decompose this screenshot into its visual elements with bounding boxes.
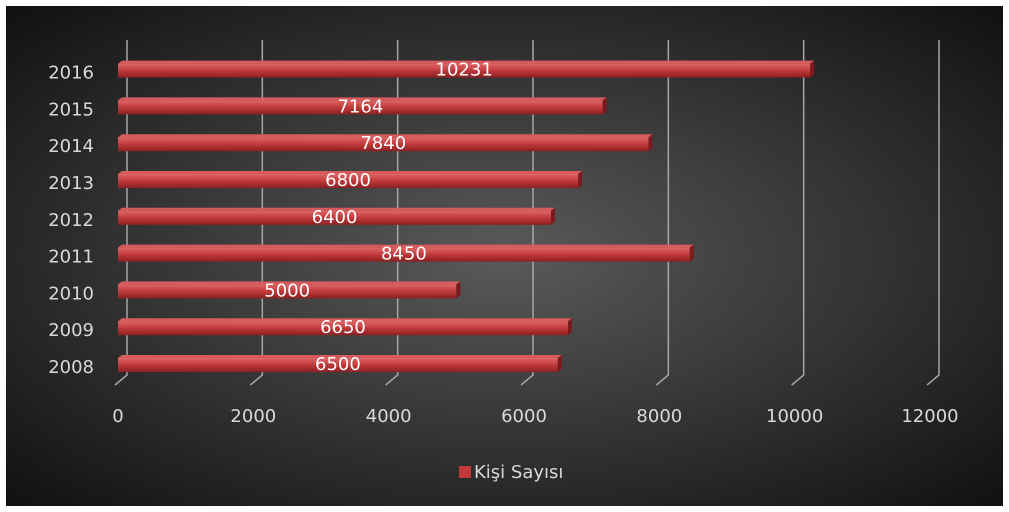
value-label: 6650	[320, 317, 366, 338]
legend-label: Kişi Sayısı	[474, 462, 563, 483]
x-tick-label: 8000	[636, 406, 682, 427]
bar-side	[689, 244, 694, 262]
y-tick-label: 2014	[48, 136, 94, 157]
bar	[118, 100, 603, 115]
value-label: 8450	[381, 244, 427, 265]
legend-swatch	[459, 466, 471, 478]
bar-side	[578, 171, 583, 188]
grid-line	[385, 40, 399, 386]
bar-top	[118, 244, 694, 248]
bar-top	[118, 97, 607, 101]
bar	[118, 63, 811, 78]
bar	[118, 284, 457, 299]
grid-line	[655, 40, 670, 386]
bar	[118, 174, 579, 188]
bar-top	[118, 355, 562, 358]
bar	[118, 210, 552, 225]
x-tick-label: 6000	[501, 406, 547, 427]
bar-side	[456, 281, 461, 299]
bar-top	[118, 318, 572, 322]
y-tick-label: 2015	[48, 99, 94, 120]
y-tick-label: 2016	[48, 63, 94, 84]
y-tick-label: 2013	[48, 173, 94, 194]
y-tick-label: 2010	[48, 283, 94, 304]
bar	[118, 321, 568, 336]
grid-line	[114, 40, 128, 386]
value-label: 7164	[337, 96, 383, 117]
y-tick-label: 2011	[48, 247, 94, 268]
grid-line	[249, 40, 264, 386]
x-tick-label: 2000	[230, 406, 276, 427]
bar-side	[810, 60, 815, 78]
grid-line	[520, 40, 534, 386]
bar-top	[118, 171, 583, 174]
value-label: 6800	[325, 170, 371, 191]
y-tick-label: 2009	[48, 320, 94, 341]
value-label: 10231	[436, 60, 493, 81]
value-label: 7840	[360, 133, 406, 154]
bar	[118, 247, 690, 262]
bar-side	[567, 318, 572, 336]
y-tick-label: 2008	[48, 357, 94, 378]
x-tick-label: 4000	[366, 406, 412, 427]
value-label: 6400	[312, 207, 358, 228]
bar-top	[118, 281, 461, 285]
bar	[118, 358, 558, 372]
y-tick-label: 2012	[48, 210, 94, 231]
value-label: 6500	[315, 354, 361, 375]
bar-side	[551, 207, 556, 225]
bar-top	[118, 134, 653, 138]
value-label: 5000	[264, 280, 310, 301]
bar	[118, 137, 649, 152]
bar-top	[118, 60, 815, 64]
grid-line	[926, 40, 940, 386]
bar-side	[648, 134, 653, 152]
bar-side	[602, 97, 607, 115]
x-tick-label: 10000	[766, 406, 823, 427]
x-tick-label: 12000	[901, 406, 958, 427]
bar-side	[557, 355, 562, 372]
grid-line	[791, 40, 805, 386]
x-tick-label: 0	[112, 406, 123, 427]
bar-top	[118, 207, 556, 211]
